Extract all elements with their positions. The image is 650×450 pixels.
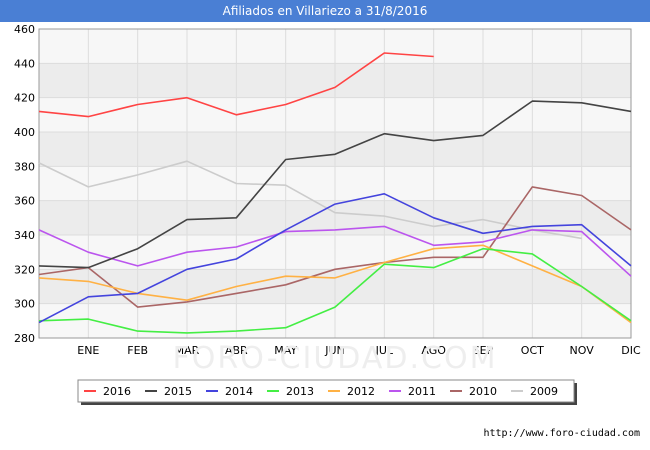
x-tick-label: OCT <box>521 344 544 357</box>
x-tick-label: JUL <box>375 344 394 357</box>
x-tick-label: AGO <box>421 344 446 357</box>
legend-label-2013: 2013 <box>286 385 314 398</box>
series-line-2010 <box>38 186 632 308</box>
legend-label-2011: 2011 <box>408 385 436 398</box>
legend-label-2010: 2010 <box>469 385 497 398</box>
legend-label-2012: 2012 <box>347 385 375 398</box>
legend-label-2015: 2015 <box>164 385 192 398</box>
x-tick-label: ENE <box>77 344 99 357</box>
y-tick-label: 360 <box>14 195 35 208</box>
x-tick-label: NOV <box>570 344 595 357</box>
series-line-2011 <box>38 225 632 277</box>
x-tick-label: ABR <box>225 344 248 357</box>
x-tick-label: FEB <box>127 344 148 357</box>
y-tick-label: 340 <box>14 229 35 242</box>
x-tick-label: JUN <box>324 344 345 357</box>
legend-label-2009: 2009 <box>530 385 558 398</box>
series-line-2013 <box>38 247 632 334</box>
series-line-2009 <box>38 160 582 240</box>
x-tick-label: MAR <box>175 344 200 357</box>
chart-title: Afiliados en Villariezo a 31/8/2016 <box>0 0 650 22</box>
plot-frame <box>38 28 632 339</box>
series-line-2015 <box>38 100 632 269</box>
y-tick-label: 420 <box>14 92 35 105</box>
x-tick-label: SEP <box>473 344 494 357</box>
y-tick-label: 380 <box>14 160 35 173</box>
y-tick-label: 300 <box>14 298 35 311</box>
watermark: FORO-CIUDAD.COM <box>173 341 498 376</box>
x-tick-label: MAY <box>274 344 297 357</box>
y-tick-label: 320 <box>14 263 35 276</box>
y-tick-label: 280 <box>14 332 35 345</box>
legend: 2016 2015 2014 2013 2012 2011 2010 2009 <box>77 379 577 405</box>
y-axis: 280 300 320 340 360 380 400 420 440 460 <box>14 23 35 345</box>
series-line-2014 <box>38 193 632 324</box>
legend-label-2016: 2016 <box>103 385 131 398</box>
source-url: http://www.foro-ciudad.com <box>483 428 640 439</box>
x-tick-label: DIC <box>621 344 641 357</box>
y-tick-label: 460 <box>14 23 35 36</box>
legend-label-2014: 2014 <box>225 385 253 398</box>
y-tick-label: 440 <box>14 57 35 70</box>
x-axis: ENE FEB MAR ABR MAY JUN JUL AGO SEP OCT NOV DIC <box>77 344 641 357</box>
y-tick-label: 400 <box>14 126 35 139</box>
series-lines <box>38 52 632 334</box>
series-line-2016 <box>38 52 434 118</box>
